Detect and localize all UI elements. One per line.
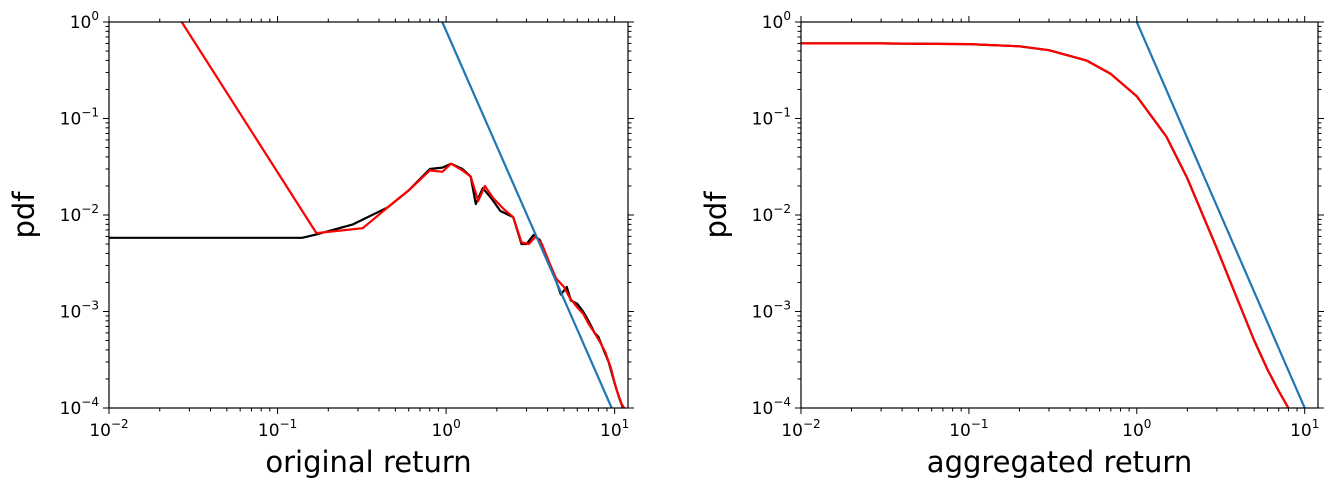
right-x-tick-label: 101 [1290, 417, 1319, 441]
left-series-line-2 [441, 22, 613, 408]
left-plot-panel: 10−2 10−1 100 101 10−4 10−3 10−2 10−1 100 origina… [7, 9, 634, 479]
left-x-tick-label: 10−2 [89, 417, 128, 441]
left-axes-frame [108, 21, 629, 409]
right-y-tick-label: 10−3 [752, 299, 791, 323]
right-plot-panel: 10−2 10−1 100 101 10−4 10−3 10−2 10−1 100 aggrega… [699, 9, 1324, 479]
left-y-tick-label: 10−3 [60, 299, 99, 323]
left-x-tick-label: 10−1 [258, 417, 297, 441]
right-y-tick-label: 10−2 [752, 202, 791, 226]
right-y-tick-label: 10−1 [752, 106, 791, 130]
left-series-line-1 [180, 22, 626, 408]
left-series-line-0 [109, 162, 624, 408]
left-x-tick-label: 101 [600, 417, 629, 441]
right-x-tick-label: 10−2 [781, 417, 820, 441]
left-y-tick-label: 10−2 [60, 202, 99, 226]
right-x-axis-label: aggregated return [927, 445, 1192, 479]
left-y-tick-label: 10−1 [60, 106, 99, 130]
right-series-line-1 [801, 42, 1290, 408]
left-x-tick-label: 100 [431, 417, 460, 441]
right-series-group [801, 22, 1306, 408]
right-x-tick-label: 10−1 [949, 417, 988, 441]
left-x-axis-label: original return [265, 445, 471, 479]
left-series-group [109, 22, 626, 408]
right-y-axis-label: pdf [699, 191, 733, 239]
right-series-line-0 [801, 42, 1290, 408]
right-series-line-2 [1135, 22, 1306, 408]
left-y-tick-label: 100 [70, 9, 99, 33]
right-axes-frame [800, 21, 1319, 409]
right-y-tick-label: 100 [762, 9, 791, 33]
left-y-tick-label: 10−4 [60, 395, 99, 419]
right-y-tick-label: 10−4 [752, 395, 791, 419]
left-y-axis-label: pdf [7, 191, 41, 239]
right-x-tick-label: 100 [1122, 417, 1151, 441]
